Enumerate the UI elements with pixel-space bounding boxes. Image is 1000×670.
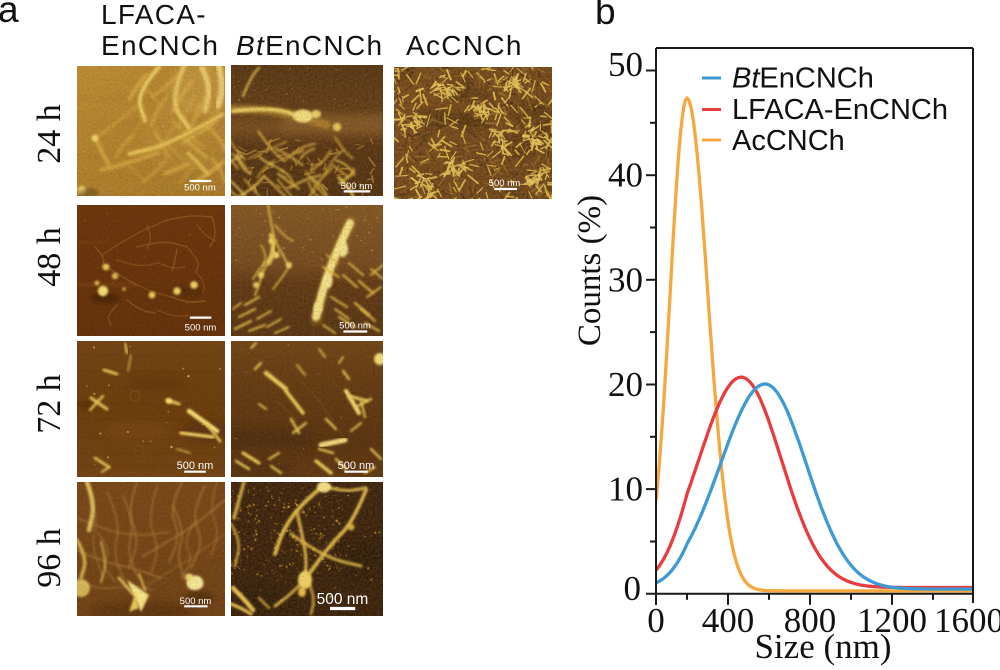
svg-text:500 nm: 500 nm — [489, 178, 521, 189]
svg-text:500 nm: 500 nm — [177, 460, 214, 472]
svg-text:Size (nm): Size (nm) — [754, 627, 891, 666]
svg-text:1600: 1600 — [934, 601, 1000, 640]
svg-text:500 nm: 500 nm — [341, 181, 373, 192]
svg-text:0: 0 — [624, 569, 642, 608]
svg-text:500 nm: 500 nm — [184, 182, 216, 193]
svg-text:0: 0 — [647, 601, 665, 640]
svg-text:50: 50 — [608, 45, 643, 84]
svg-text:40: 40 — [608, 156, 643, 195]
svg-text:500 nm: 500 nm — [180, 596, 212, 607]
svg-text:LFACA-EnCNCh: LFACA-EnCNCh — [732, 94, 948, 126]
svg-text:1200: 1200 — [857, 601, 927, 640]
svg-text:20: 20 — [608, 365, 643, 404]
svg-text:30: 30 — [608, 260, 643, 299]
svg-text:500 nm: 500 nm — [339, 320, 371, 331]
svg-text:BtEnCNCh: BtEnCNCh — [732, 63, 874, 95]
svg-text:400: 400 — [702, 601, 755, 640]
svg-text:500 nm: 500 nm — [338, 460, 375, 472]
svg-text:500 nm: 500 nm — [185, 323, 217, 334]
svg-text:AcCNCh: AcCNCh — [732, 125, 845, 157]
svg-text:10: 10 — [608, 470, 643, 509]
svg-text:500 nm: 500 nm — [317, 591, 369, 608]
svg-text:Counts (%): Counts (%) — [572, 195, 608, 346]
svg-text:800: 800 — [784, 601, 837, 640]
